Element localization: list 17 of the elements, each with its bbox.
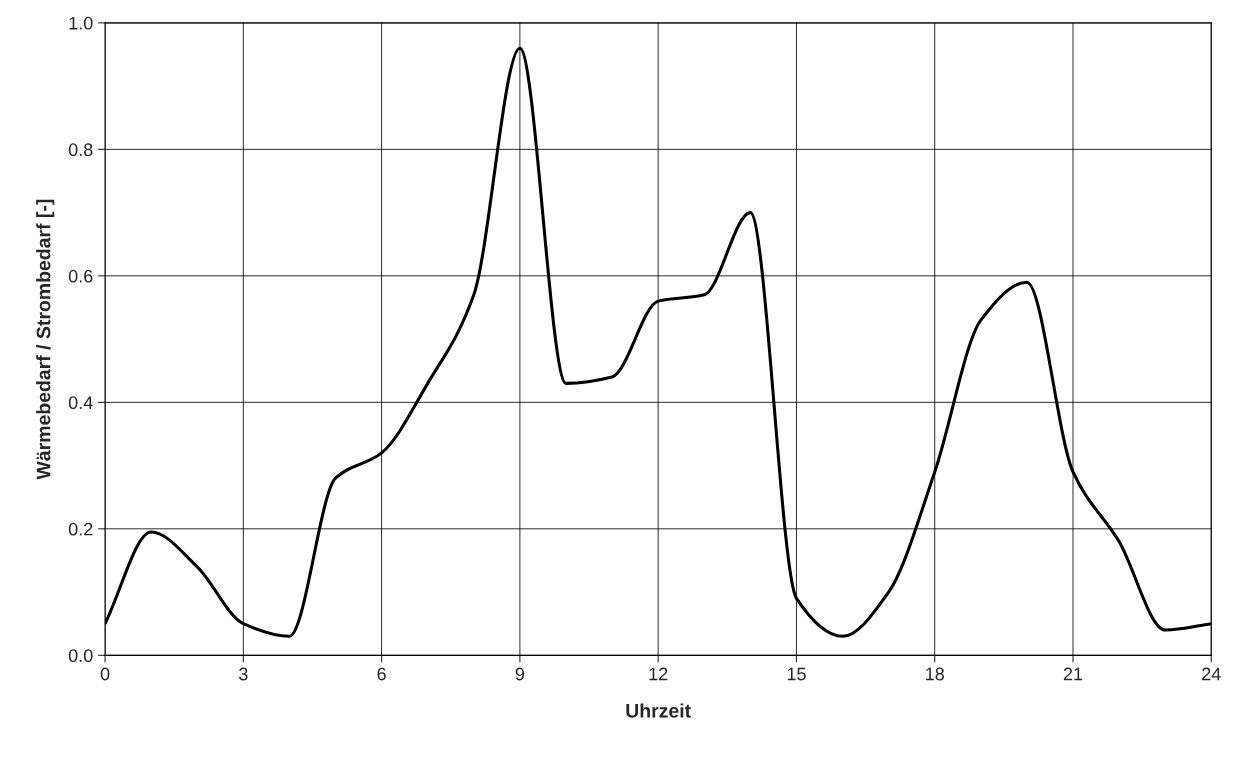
x-tick-label: 12 bbox=[649, 667, 668, 681]
x-tick-label: 21 bbox=[1063, 667, 1083, 681]
x-tick-label: 6 bbox=[377, 667, 386, 681]
x-axis-title: Uhrzeit bbox=[626, 703, 691, 718]
x-tick-label: 9 bbox=[515, 667, 525, 681]
y-tick-label: 0.6 bbox=[68, 269, 93, 283]
x-tick-label: 18 bbox=[926, 667, 944, 681]
y-tick-label: 1.0 bbox=[69, 16, 93, 30]
x-tick-label: 24 bbox=[1202, 667, 1221, 681]
y-tick-label: 0.8 bbox=[68, 143, 93, 157]
x-tick-label: 0 bbox=[100, 667, 110, 681]
y-axis-title: Wärmebedarf / Strombedarf [-] bbox=[36, 199, 55, 480]
x-tick-label: 15 bbox=[787, 667, 806, 681]
y-tick-label: 0.4 bbox=[68, 396, 93, 410]
y-tick-label: 0.2 bbox=[68, 522, 93, 536]
y-tick-label: 0.0 bbox=[68, 649, 93, 663]
x-tick-label: 3 bbox=[239, 667, 248, 681]
